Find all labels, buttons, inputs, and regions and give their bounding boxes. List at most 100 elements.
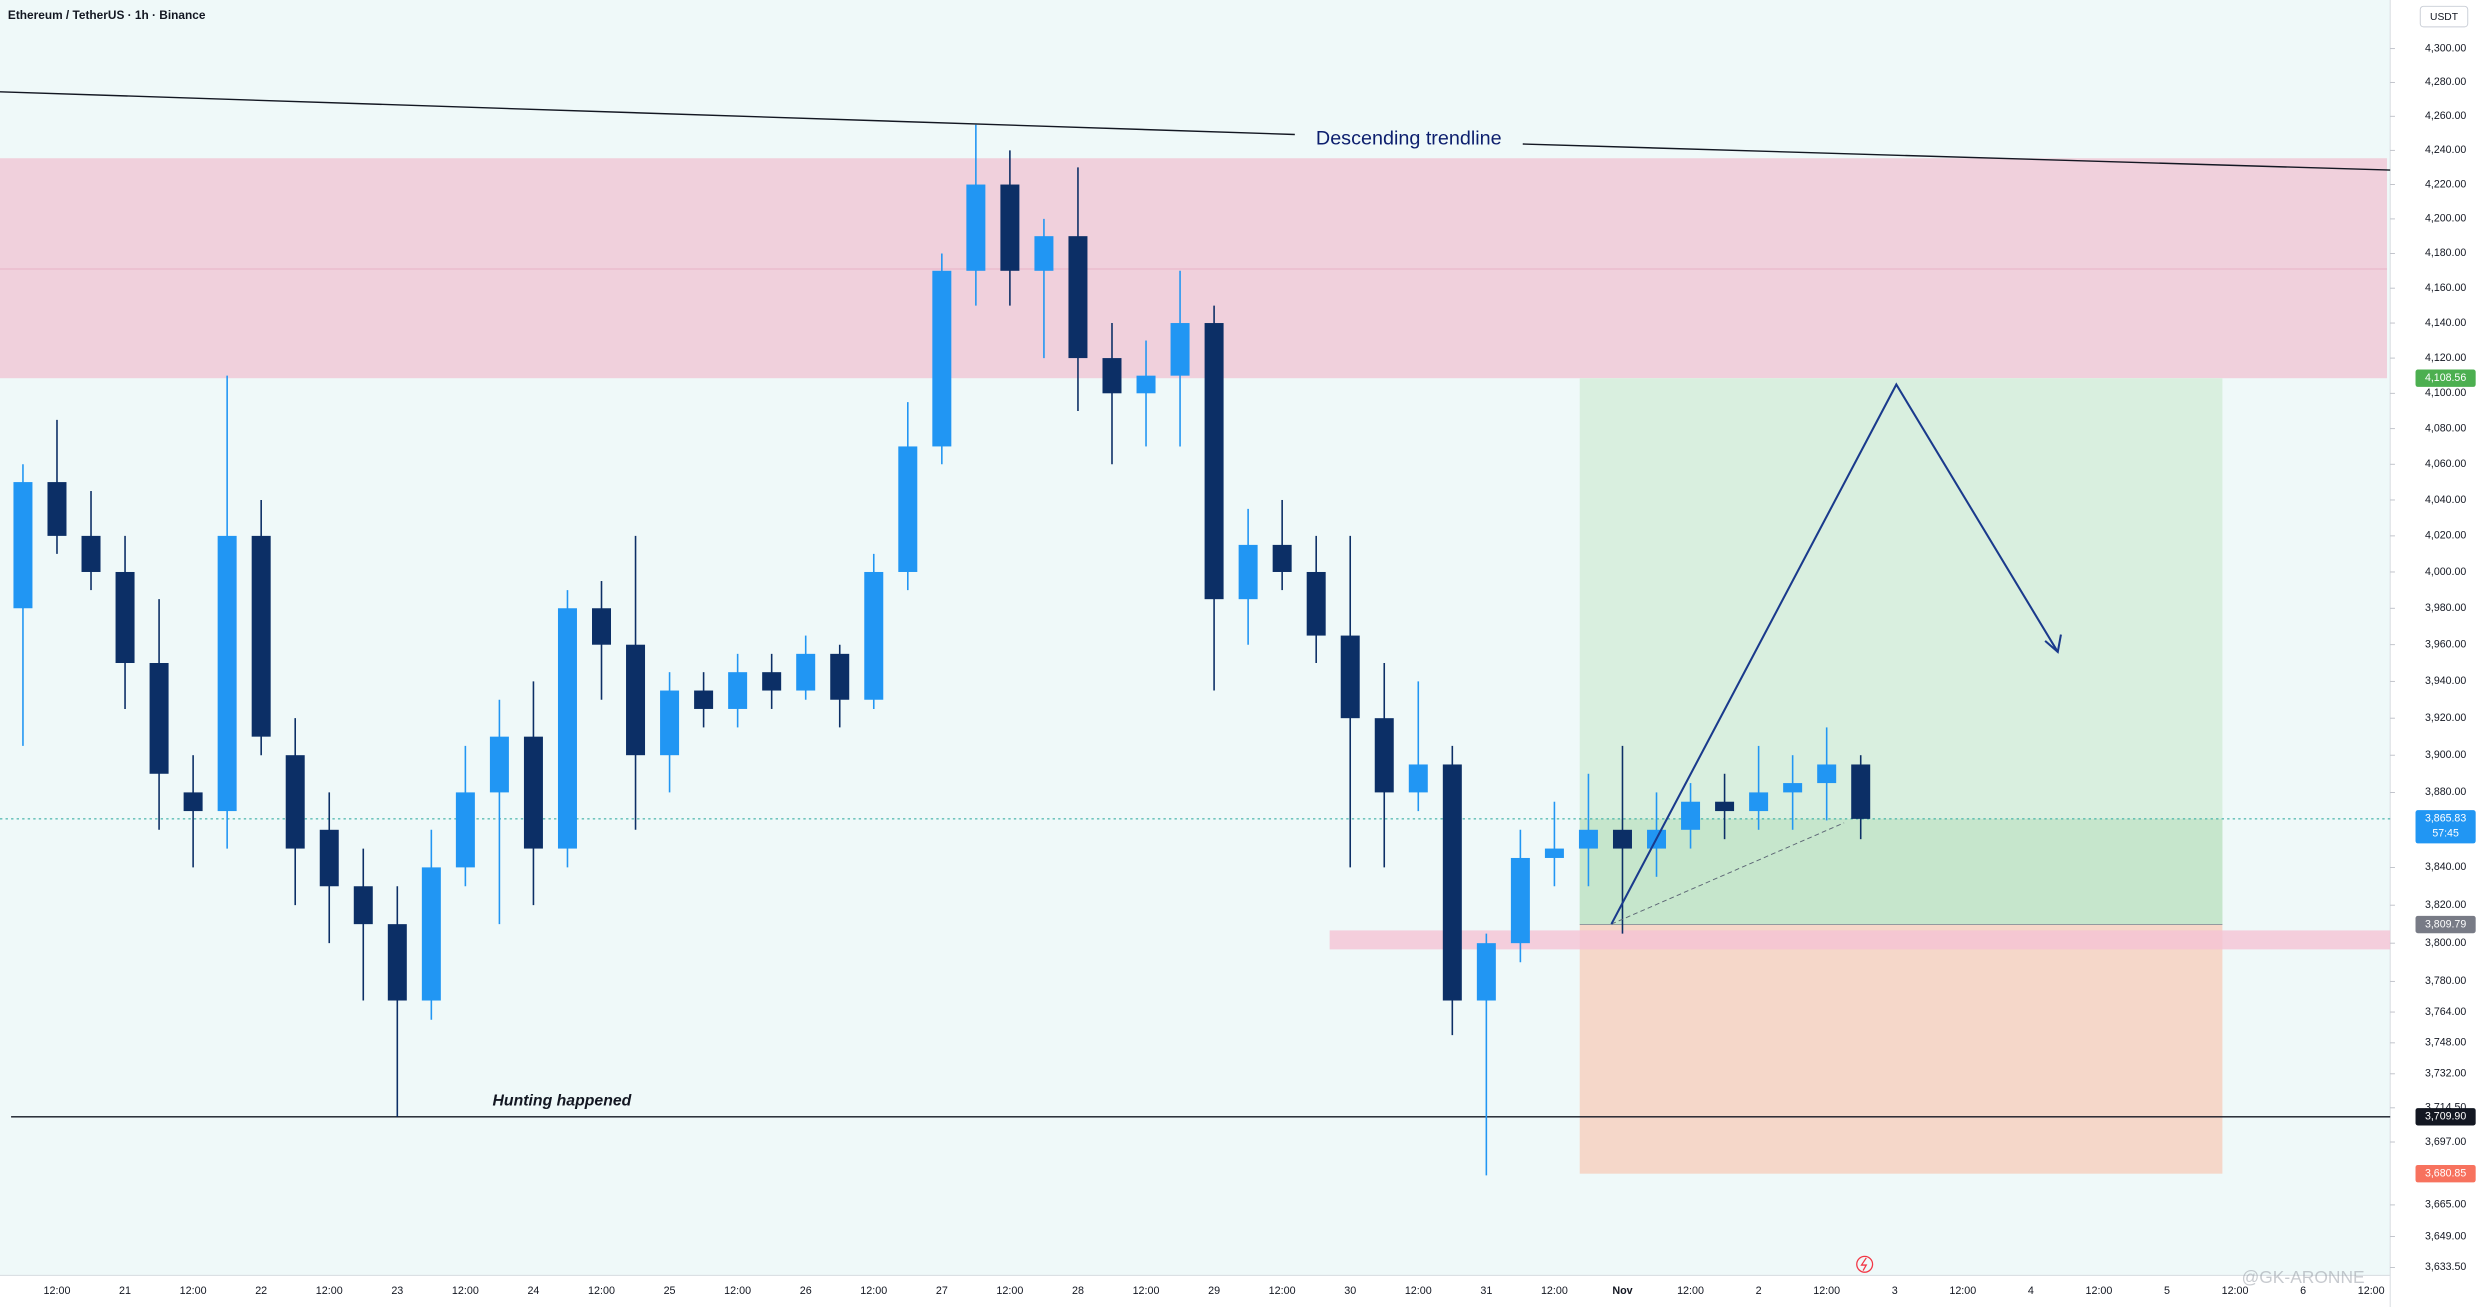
x-tick-label: 12:00 bbox=[588, 1285, 615, 1297]
x-tick-label: 12:00 bbox=[316, 1285, 343, 1297]
candle-body bbox=[728, 672, 748, 709]
candle-body bbox=[626, 644, 646, 756]
price-tag-label: 4,108.56 bbox=[2425, 372, 2466, 384]
x-tick-label: 27 bbox=[936, 1285, 948, 1297]
x-tick-label: 12:00 bbox=[1949, 1285, 1976, 1297]
y-tick-label: 3,940.00 bbox=[2425, 675, 2466, 687]
x-tick-label: 29 bbox=[1208, 1285, 1220, 1297]
candle-body bbox=[47, 482, 67, 536]
x-tick-label: Nov bbox=[1612, 1285, 1632, 1297]
candle-body bbox=[1068, 236, 1088, 359]
y-tick-label: 3,649.00 bbox=[2425, 1230, 2466, 1242]
candle-body bbox=[217, 535, 237, 812]
x-tick-label: 28 bbox=[1072, 1285, 1084, 1297]
price-tag-countdown: 57:45 bbox=[2432, 828, 2459, 840]
candle-body bbox=[81, 535, 101, 572]
replay-icon-bolt bbox=[1860, 1257, 1868, 1271]
candle-body bbox=[1749, 792, 1769, 812]
x-tick-label: 2 bbox=[1756, 1285, 1762, 1297]
y-tick-label: 3,714.50 bbox=[2425, 1102, 2466, 1114]
x-tick-label: 21 bbox=[119, 1285, 131, 1297]
x-tick-label: 12:00 bbox=[996, 1285, 1023, 1297]
candle-body bbox=[1340, 635, 1360, 719]
currency-box[interactable] bbox=[2419, 5, 2469, 28]
x-tick-label: 24 bbox=[527, 1285, 539, 1297]
candle-body bbox=[660, 690, 680, 756]
x-tick-label: 12:00 bbox=[860, 1285, 887, 1297]
y-tick-label: 4,120.00 bbox=[2425, 352, 2466, 364]
candle-body bbox=[1306, 571, 1326, 636]
y-tick-label: 3,840.00 bbox=[2425, 861, 2466, 873]
candle-body bbox=[966, 184, 986, 271]
y-tick-label: 4,080.00 bbox=[2425, 422, 2466, 434]
price-tag bbox=[2415, 369, 2476, 387]
y-tick-label: 4,100.00 bbox=[2425, 387, 2466, 399]
y-tick-label: 4,220.00 bbox=[2425, 178, 2466, 190]
x-tick-label: 3 bbox=[1892, 1285, 1898, 1297]
price-tag bbox=[2415, 810, 2476, 844]
y-tick-label: 4,060.00 bbox=[2425, 458, 2466, 470]
y-tick-label: 3,764.00 bbox=[2425, 1006, 2466, 1018]
candle-body bbox=[1374, 718, 1394, 793]
candle-body bbox=[1681, 801, 1701, 830]
candle-body bbox=[1408, 764, 1428, 793]
candle-body bbox=[864, 571, 884, 700]
y-tick-label: 3,665.00 bbox=[2425, 1199, 2466, 1211]
candle-body bbox=[1476, 943, 1496, 1001]
currency-label[interactable]: USDT bbox=[2430, 12, 2459, 23]
candle-body bbox=[592, 608, 612, 645]
trendline-label: Descending trendline bbox=[1316, 127, 1502, 149]
projection-path bbox=[1610, 382, 2059, 925]
x-tick-label: 12:00 bbox=[44, 1285, 71, 1297]
y-tick-label: 3,748.00 bbox=[2425, 1037, 2466, 1049]
y-tick-label: 3,800.00 bbox=[2425, 937, 2466, 949]
candle-body bbox=[1136, 375, 1156, 394]
candle-body bbox=[1170, 323, 1190, 376]
x-tick-label: 12:00 bbox=[2358, 1285, 2385, 1297]
y-tick-label: 3,732.00 bbox=[2425, 1068, 2466, 1080]
candle-body bbox=[251, 535, 271, 737]
candle-body bbox=[1578, 829, 1598, 849]
candle-body bbox=[1783, 783, 1803, 793]
replay-icon[interactable] bbox=[1856, 1255, 1874, 1273]
x-tick-label: 12:00 bbox=[1541, 1285, 1568, 1297]
support-zone bbox=[1329, 930, 2391, 950]
projection-arrowhead bbox=[2044, 634, 2062, 654]
y-tick-label: 3,980.00 bbox=[2425, 602, 2466, 614]
dashed-support bbox=[1611, 822, 1845, 925]
y-tick-label: 3,820.00 bbox=[2425, 899, 2466, 911]
x-tick-label: 12:00 bbox=[1677, 1285, 1704, 1297]
chart-layers: Descending trendline Hunting happened 4,30… bbox=[0, 42, 2476, 1297]
hunting-label: Hunting happened bbox=[493, 1092, 632, 1109]
candle-body bbox=[387, 924, 407, 1001]
candle-body bbox=[1510, 857, 1530, 944]
candle-body bbox=[489, 736, 509, 793]
y-tick-label: 3,780.00 bbox=[2425, 975, 2466, 987]
y-tick-label: 3,960.00 bbox=[2425, 639, 2466, 651]
y-tick-label: 4,000.00 bbox=[2425, 566, 2466, 578]
candle-body bbox=[1238, 544, 1258, 600]
stop-zone bbox=[1579, 924, 2223, 1174]
x-tick-label: 12:00 bbox=[2085, 1285, 2112, 1297]
candle-body bbox=[1034, 236, 1054, 271]
candle-body bbox=[830, 653, 850, 700]
candle-body bbox=[1544, 848, 1564, 858]
y-tick-label: 4,140.00 bbox=[2425, 317, 2466, 329]
x-tick-label: 12:00 bbox=[452, 1285, 479, 1297]
resistance-zone bbox=[0, 158, 2388, 379]
candle-body bbox=[796, 653, 816, 691]
candle-body bbox=[1817, 764, 1837, 784]
price-tag-label: 3,865.83 bbox=[2425, 813, 2466, 825]
x-tick-label: 12:00 bbox=[2222, 1285, 2249, 1297]
candle-body bbox=[932, 270, 952, 447]
candle-body bbox=[183, 792, 203, 812]
candle-body bbox=[1272, 544, 1292, 572]
symbol-title: Ethereum / TetherUS · 1h · Binance bbox=[8, 8, 206, 22]
price-tag bbox=[2415, 1108, 2476, 1126]
x-tick-label: 12:00 bbox=[1269, 1285, 1296, 1297]
candle-body bbox=[421, 867, 441, 1001]
y-tick-label: 4,160.00 bbox=[2425, 282, 2466, 294]
x-tick-label: 12:00 bbox=[724, 1285, 751, 1297]
